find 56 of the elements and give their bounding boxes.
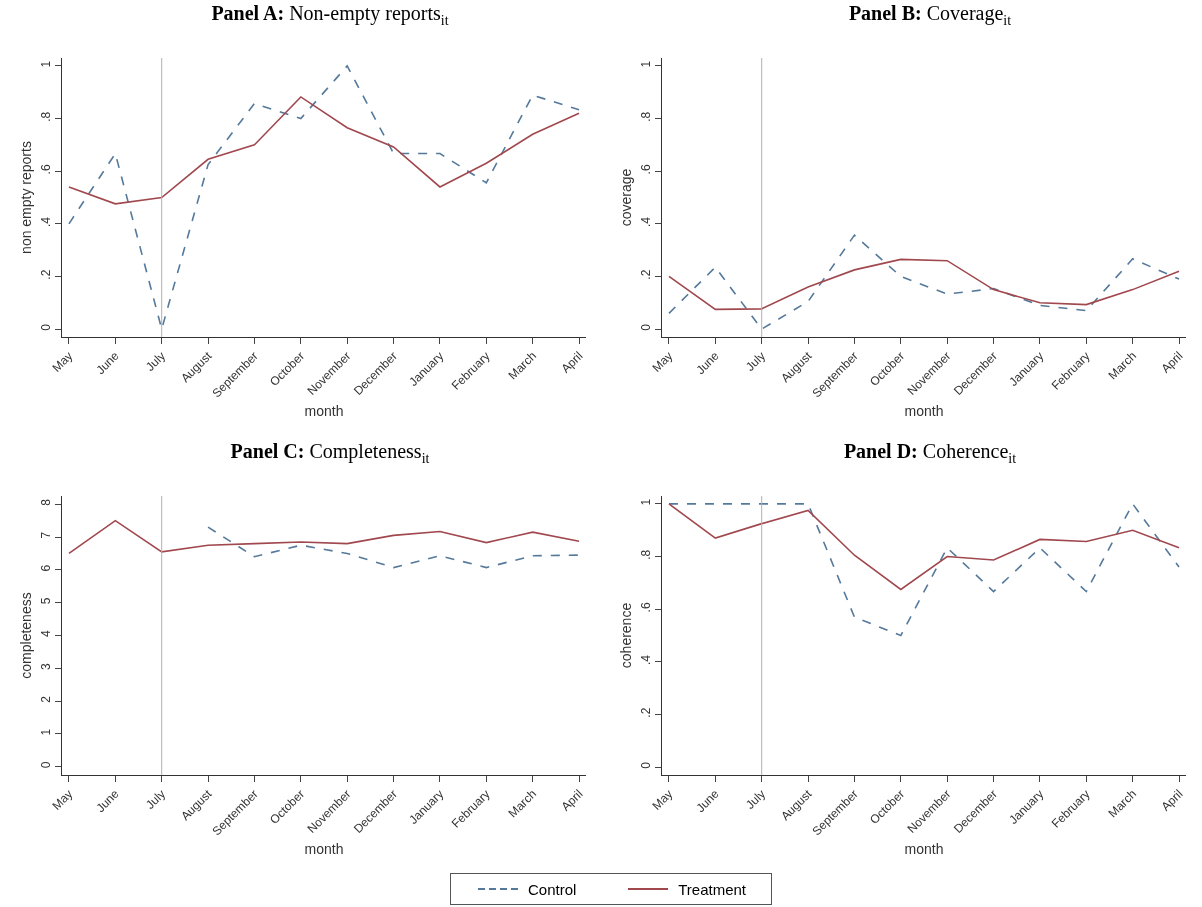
- y-tick-label: .4: [639, 216, 654, 228]
- x-axis-title: month: [304, 402, 344, 419]
- line-series: [668, 258, 1180, 311]
- y-tick-label: .6: [639, 602, 654, 613]
- line-series: [668, 503, 1180, 591]
- chart-title: Panel C: Completeness$_{it}$: [230, 440, 430, 466]
- y-tick-label: .2: [639, 269, 654, 280]
- chart-title: Panel A: Non-empty reports$_{it}$: [211, 2, 449, 28]
- y-tick-label: 8: [39, 498, 54, 506]
- line-series: [207, 526, 580, 569]
- y-tick-label: .4: [639, 654, 654, 666]
- y-tick-label: .6: [639, 164, 654, 175]
- y-tick-label: 0: [39, 761, 54, 769]
- x-tick-label: July: [743, 348, 769, 374]
- legend-label: Treatment: [678, 880, 747, 898]
- x-tick-label: May: [649, 348, 676, 375]
- y-tick-label: 6: [39, 564, 54, 572]
- y-axis-title: completeness: [17, 592, 34, 679]
- y-tick-label: 7: [39, 531, 54, 539]
- y-tick-label: 1: [39, 60, 54, 68]
- y-tick-label: 0: [639, 761, 654, 769]
- x-axis-title: month: [904, 402, 944, 419]
- y-tick-label: 5: [39, 597, 54, 605]
- x-tick-label: May: [649, 786, 676, 813]
- y-axis-title: coherence: [617, 602, 634, 669]
- y-tick-label: 3: [39, 662, 54, 670]
- y-axis-title: coverage: [617, 168, 634, 227]
- x-tick-label: July: [143, 786, 169, 812]
- y-tick-label: .4: [39, 216, 54, 228]
- y-tick-label: 4: [39, 630, 54, 638]
- x-axis-title: month: [904, 840, 944, 857]
- line-series: [668, 503, 1180, 637]
- y-tick-label: .6: [39, 164, 54, 175]
- line-series: [68, 519, 580, 555]
- y-tick-label: 1: [39, 728, 54, 736]
- legend-label: Control: [527, 880, 577, 898]
- x-tick-label: May: [49, 786, 76, 813]
- y-tick-label: 1: [639, 60, 654, 68]
- y-tick-label: 0: [39, 323, 54, 331]
- y-tick-label: .2: [39, 269, 54, 280]
- y-tick-label: .8: [639, 111, 654, 122]
- y-axis-title: non empty reports: [17, 141, 34, 254]
- y-tick-label: 0: [639, 323, 654, 331]
- y-tick-label: .8: [639, 549, 654, 560]
- y-tick-label: .8: [39, 111, 54, 122]
- x-tick-label: May: [49, 348, 76, 375]
- y-tick-label: .2: [639, 707, 654, 718]
- x-tick-label: July: [743, 786, 769, 812]
- chart-title: Panel D: Coherence$_{it}$: [843, 440, 1017, 466]
- chart-title: Panel B: Coverage$_{it}$: [848, 2, 1012, 28]
- line-series: [668, 234, 1180, 330]
- line-series: [68, 96, 580, 205]
- x-axis-title: month: [304, 840, 344, 857]
- y-tick-label: 2: [39, 695, 54, 703]
- y-tick-label: 1: [639, 498, 654, 506]
- x-tick-label: July: [143, 348, 169, 374]
